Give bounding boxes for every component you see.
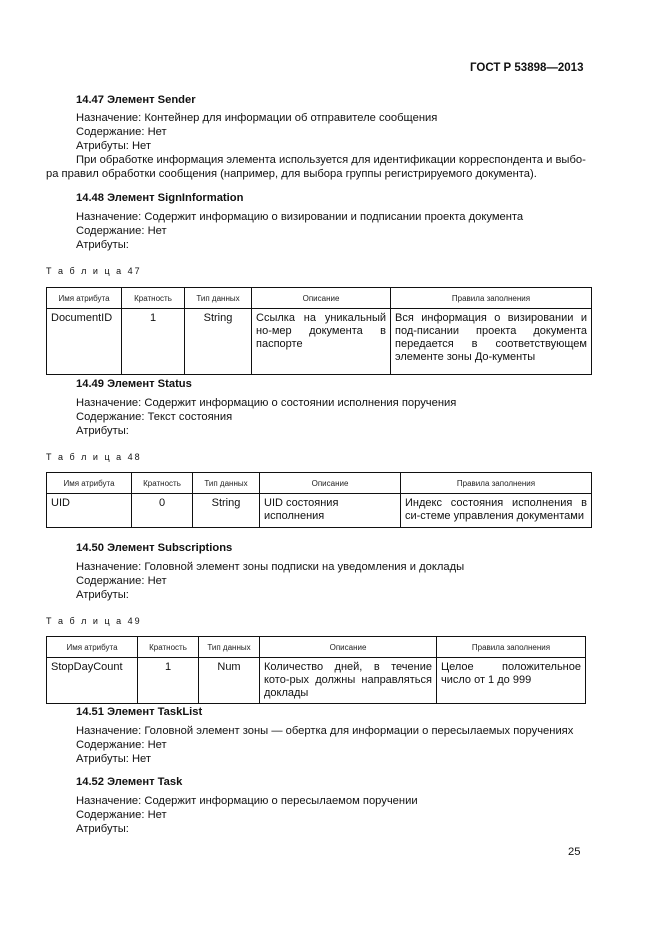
cell: Количество дней, в течение кото-рых долж… xyxy=(259,657,437,704)
paragraph: Содержание: Нет xyxy=(76,739,167,751)
paragraph: Атрибуты: Нет xyxy=(76,140,152,152)
cell: 1 xyxy=(121,308,185,375)
paragraph: Содержание: Нет xyxy=(76,126,167,138)
paragraph: Назначение: Содержит информацию о пересы… xyxy=(76,795,418,807)
table-row: StopDayCount 1 Num Количество дней, в течен… xyxy=(46,657,586,704)
paragraph: Атрибуты: xyxy=(76,239,129,251)
paragraph: ра правил обработки сообщения (например,… xyxy=(46,168,537,180)
paragraph: Атрибуты: xyxy=(76,589,129,601)
column-header: Тип данных xyxy=(198,636,260,658)
column-header: Описание xyxy=(259,636,437,658)
column-header: Имя атрибута xyxy=(46,636,138,658)
cell: Вся информация о визировании и под-писан… xyxy=(390,308,592,375)
paragraph: Атрибуты: Нет xyxy=(76,753,152,765)
table-caption: Т а б л и ц а 48 xyxy=(46,452,142,462)
paragraph: Назначение: Контейнер для информации об … xyxy=(76,112,438,124)
column-header: Кратность xyxy=(137,636,199,658)
paragraph: Назначение: Головной элемент зоны подпис… xyxy=(76,561,465,573)
table-row: UID 0 String UID состояния исполнения Индекс… xyxy=(46,493,592,528)
column-header: Правила заполнения xyxy=(390,287,592,309)
column-header: Правила заполнения xyxy=(436,636,586,658)
paragraph: Содержание: Текст состояния xyxy=(76,411,233,423)
table-47: Имя атрибута Кратность Тип данных Описание П… xyxy=(46,287,592,375)
cell: 0 xyxy=(131,493,193,528)
cell: String xyxy=(192,493,260,528)
section-title: 14.51 Элемент TaskList xyxy=(76,706,203,718)
table-row: DocumentID 1 String Ссылка на уникальный но… xyxy=(46,308,592,375)
paragraph: Назначение: Содержит информацию о визиро… xyxy=(76,211,524,223)
page-number: 25 xyxy=(568,846,581,858)
column-header: Имя атрибута xyxy=(46,287,122,309)
cell: StopDayCount xyxy=(46,657,138,704)
paragraph: Назначение: Головной элемент зоны — обер… xyxy=(76,725,574,737)
section-title: 14.50 Элемент Subscriptions xyxy=(76,542,233,554)
column-header: Тип данных xyxy=(184,287,252,309)
column-header: Правила заполнения xyxy=(400,472,592,494)
cell: Ссылка на уникальный но-мер документа в … xyxy=(251,308,391,375)
column-header: Описание xyxy=(259,472,401,494)
paragraph: Содержание: Нет xyxy=(76,809,167,821)
paragraph: При обработке информация элемента исполь… xyxy=(76,154,586,166)
paragraph: Содержание: Нет xyxy=(76,575,167,587)
table-caption: Т а б л и ц а 49 xyxy=(46,616,142,626)
cell: Num xyxy=(198,657,260,704)
table-48: Имя атрибута Кратность Тип данных Описание П… xyxy=(46,472,592,528)
cell: Индекс состояния исполнения в си-стеме у… xyxy=(400,493,592,528)
column-header: Тип данных xyxy=(192,472,260,494)
column-header: Имя атрибута xyxy=(46,472,132,494)
paragraph: Атрибуты: xyxy=(76,823,129,835)
section-title: 14.48 Элемент SignInformation xyxy=(76,192,244,204)
section-title: 14.52 Элемент Task xyxy=(76,776,183,788)
paragraph: Атрибуты: xyxy=(76,425,129,437)
section-title: 14.47 Элемент Sender xyxy=(76,94,196,106)
table-49: Имя атрибута Кратность Тип данных Описание П… xyxy=(46,636,586,704)
document-header: ГОСТ Р 53898—2013 xyxy=(470,62,584,74)
cell: String xyxy=(184,308,252,375)
paragraph: Назначение: Содержит информацию о состоя… xyxy=(76,397,457,409)
cell: UID состояния исполнения xyxy=(259,493,401,528)
column-header: Кратность xyxy=(131,472,193,494)
column-header: Кратность xyxy=(121,287,185,309)
section-title: 14.49 Элемент Status xyxy=(76,378,192,390)
column-header: Описание xyxy=(251,287,391,309)
table-caption: Т а б л и ц а 47 xyxy=(46,266,142,276)
cell: Целое положительное число от 1 до 999 xyxy=(436,657,586,704)
cell: 1 xyxy=(137,657,199,704)
paragraph: Содержание: Нет xyxy=(76,225,167,237)
cell: UID xyxy=(46,493,132,528)
cell: DocumentID xyxy=(46,308,122,375)
